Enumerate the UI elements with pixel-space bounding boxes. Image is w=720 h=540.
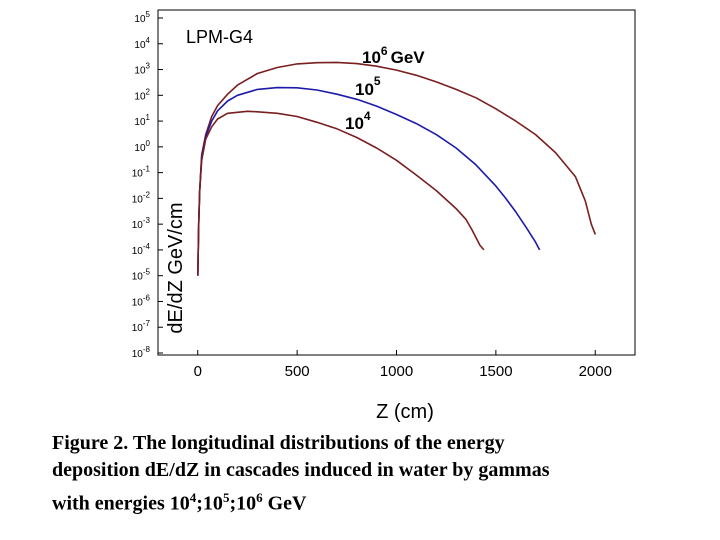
y-axis-label: dE/dZ GeV/cm [165,202,187,333]
y-tick-base: 10 [134,143,146,154]
series-label-1e4-base: 10 [345,114,364,133]
x-tick-label: 500 [285,363,310,380]
y-tick-label: 10-3 [132,216,151,231]
y-tick-exponent: -5 [143,268,151,277]
series-line-1e6 [197,61,597,276]
y-tick-label: 105 [134,10,150,25]
series-label-1e5-exp: 5 [374,74,381,88]
y-tick-exponent: 2 [146,87,151,96]
caption-line-3-prefix: with energies 10 [52,492,190,515]
chart: 10510410310210110010-110-210-310-410-510… [132,9,636,423]
caption-sep-1: ;10 [196,492,223,515]
series-line-1e4 [197,110,485,276]
y-tick-label: 100 [134,139,150,154]
series-line-1e5 [197,86,541,276]
x-tick-label: 1500 [479,363,512,380]
y-tick-exponent: 4 [146,36,151,45]
series-label-1e6-exp: 6 [381,44,388,58]
caption-exp-4: 4 [189,490,197,505]
y-tick-exponent: 5 [146,10,151,19]
y-tick-label: 102 [134,87,150,102]
x-axis-label: Z (cm) [376,401,434,423]
caption-line-1: Figure 2. The longitudinal distributions… [52,432,505,454]
y-tick-label: 10-5 [132,268,151,283]
y-tick-exponent: 3 [146,62,151,71]
y-tick-base: 10 [132,349,144,360]
x-tick-label: 0 [194,363,202,380]
y-tick-label: 10-6 [132,293,151,308]
y-tick-exponent: -6 [143,293,151,302]
y-tick-base: 10 [134,14,146,25]
y-tick-base: 10 [132,272,144,283]
caption-line-3-suffix: GeV [262,492,307,515]
y-tick-base: 10 [132,246,144,257]
y-tick-exponent: 0 [146,139,151,148]
figure-caption: Figure 2. The longitudinal distributions… [52,430,692,518]
y-tick-base: 10 [134,40,146,51]
chart-title: LPM-G4 [186,27,253,47]
y-tick-base: 10 [134,91,146,102]
series-label-1e6-unit: GeV [391,48,426,67]
y-tick-base: 10 [132,297,144,308]
series-lines [197,61,597,276]
x-axis-ticks: 0 500 1000 1500 2000 [194,350,612,380]
y-tick-label: 10-2 [132,190,151,205]
x-tick-label: 2000 [579,363,612,380]
y-tick-exponent: -3 [143,216,151,225]
y-tick-exponent: -2 [143,190,151,199]
y-axis-ticks: 10510410310210110010-110-210-310-410-510… [132,10,163,360]
y-tick-label: 103 [134,62,150,77]
y-tick-label: 10-4 [132,242,151,257]
y-tick-base: 10 [132,194,144,205]
y-tick-label: 104 [134,36,150,51]
y-tick-exponent: 1 [146,113,151,122]
y-tick-base: 10 [134,66,146,77]
series-label-1e4-exp: 4 [364,109,371,123]
y-tick-label: 101 [134,113,150,128]
y-tick-base: 10 [134,117,146,128]
caption-line-3: with energies 104;105;106 GeV [52,484,692,518]
y-tick-base: 10 [132,323,144,334]
y-tick-exponent: -1 [143,165,151,174]
caption-line-2: deposition dE/dZ in cascades induced in … [52,459,550,481]
y-tick-label: 10-7 [132,319,151,334]
y-tick-exponent: -4 [143,242,151,251]
y-tick-label: 10-1 [132,165,151,180]
series-label-1e5-base: 10 [355,80,374,99]
y-tick-base: 10 [132,220,144,231]
caption-exp-5: 5 [222,490,230,505]
caption-exp-6: 6 [256,490,263,505]
series-label-1e4: 104 [345,109,371,133]
plot-frame [157,9,636,356]
caption-sep-2: ;10 [229,492,257,515]
y-tick-base: 10 [132,169,144,180]
y-tick-exponent: -7 [143,319,151,328]
series-label-1e6: 106 GeV [362,44,425,67]
series-label-1e6-base: 10 [362,48,381,67]
x-tick-label: 1000 [380,363,413,380]
y-tick-label: 10-8 [132,345,151,360]
y-tick-exponent: -8 [143,345,151,354]
series-label-1e5: 105 [355,74,381,99]
